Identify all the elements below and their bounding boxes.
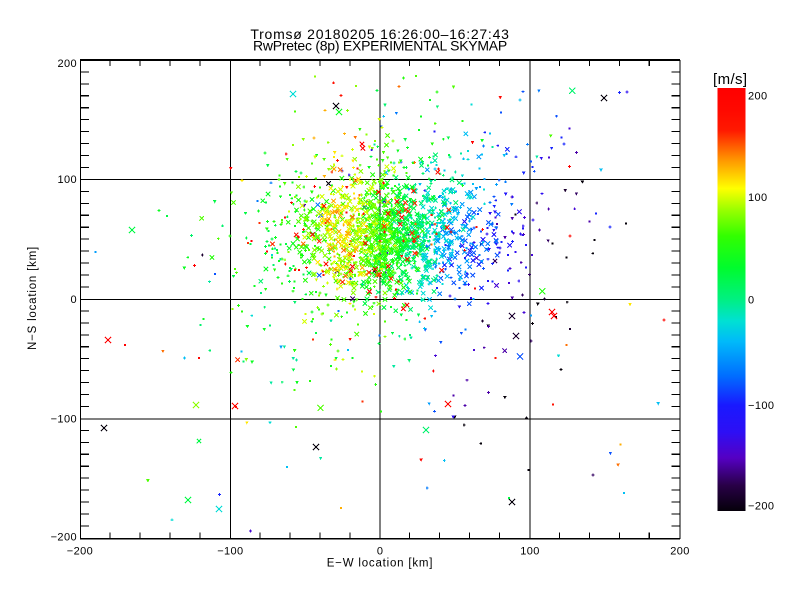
svg-text:0: 0: [377, 546, 384, 558]
svg-text:−200: −200: [51, 532, 77, 544]
svg-text:RwPretec (8p) EXPERIMENTAL SKY: RwPretec (8p) EXPERIMENTAL SKYMAP: [253, 38, 507, 54]
svg-text:100: 100: [520, 546, 540, 558]
svg-text:0: 0: [748, 294, 755, 306]
svg-text:100: 100: [57, 174, 77, 186]
svg-text:200: 200: [748, 90, 768, 102]
svg-text:N−S location [km]: N−S location [km]: [27, 246, 39, 350]
svg-text:0: 0: [70, 294, 77, 306]
svg-text:−100: −100: [748, 400, 774, 412]
svg-text:[m/s]: [m/s]: [713, 71, 748, 88]
svg-text:200: 200: [670, 546, 690, 558]
svg-text:−200: −200: [67, 546, 93, 558]
svg-text:200: 200: [57, 58, 77, 70]
svg-text:−100: −100: [217, 546, 243, 558]
svg-text:100: 100: [748, 192, 768, 204]
svg-text:E−W location [km]: E−W location [km]: [327, 558, 434, 570]
svg-text:−200: −200: [748, 500, 774, 512]
svg-text:−100: −100: [51, 414, 77, 426]
svg-text:Tromsø 20180205 16:26:00–16:27: Tromsø 20180205 16:26:00–16:27:43: [250, 26, 509, 42]
